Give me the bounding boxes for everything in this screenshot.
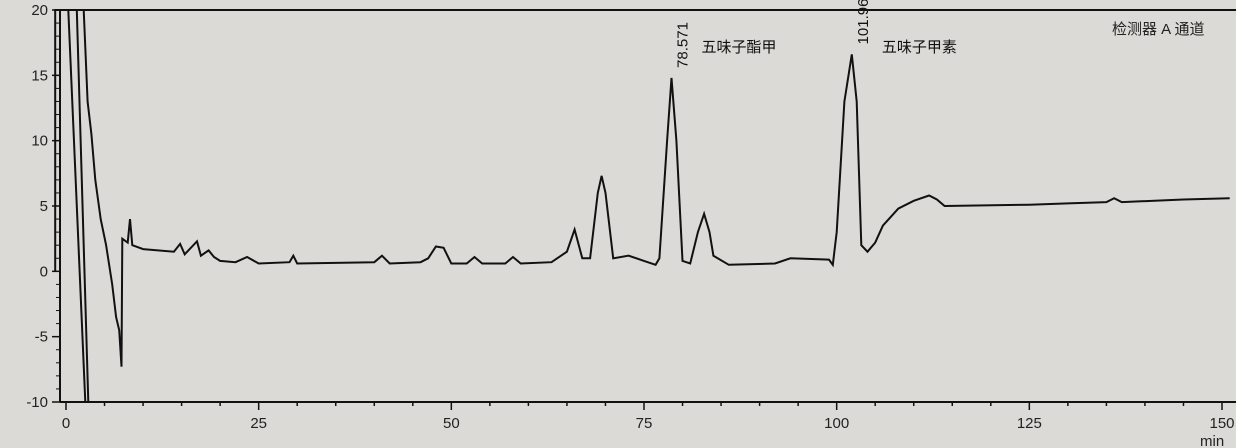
compound-name-label: 五味子甲素	[882, 39, 957, 56]
y-tick-label: -10	[26, 394, 48, 411]
x-tick-label: 0	[62, 415, 70, 432]
retention-time-label: 101.969	[855, 0, 872, 44]
x-tick-label: 50	[443, 415, 460, 432]
x-tick-label: 75	[636, 415, 653, 432]
peak-annotation: 78.571 五味子酯甲	[675, 22, 777, 68]
channel-label: 检测器 A 通道	[1112, 21, 1205, 38]
y-tick-label: 15	[31, 67, 48, 84]
y-tick-label: 0	[40, 263, 48, 280]
chromatogram-trace	[54, 9, 1230, 403]
peak-annotation: 101.969 五味子甲素	[855, 0, 957, 56]
compound-name-label: 五味子酯甲	[702, 39, 777, 56]
y-tick-label: 10	[31, 133, 48, 150]
x-tick-label: 150	[1209, 415, 1234, 432]
x-tick-label: 125	[1017, 415, 1042, 432]
x-axis-unit: min	[1200, 433, 1224, 448]
y-tick-label: -5	[35, 329, 48, 346]
peak-annotations: 78.571 五味子酯甲 101.969 五味子甲素	[675, 0, 957, 68]
y-tick-label: 5	[40, 198, 48, 215]
x-tick-label: 25	[250, 415, 267, 432]
x-tick-label: 100	[824, 415, 849, 432]
retention-time-label: 78.571	[675, 22, 692, 68]
y-tick-label: 20	[31, 2, 48, 19]
